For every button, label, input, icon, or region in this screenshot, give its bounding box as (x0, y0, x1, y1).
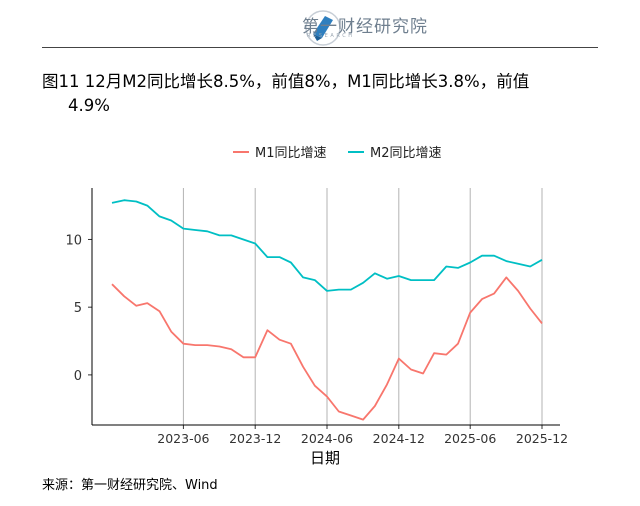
chart-gridlines (182, 188, 543, 425)
chart-legend: M1同比增速 M2同比增速 (233, 146, 442, 161)
x-tick-label: 2024-12 (373, 431, 425, 446)
x-tick-label: 2023-06 (157, 431, 209, 446)
header-rule (42, 47, 598, 48)
series-line-m2 (111, 199, 543, 292)
chart-tick-labels: 2023-06 2023-12 2024-06 2024-12 2025-06 2025-… (65, 233, 568, 446)
research-institute-logo-icon (305, 10, 341, 46)
source-note: 来源：第一财经研究院、Wind (42, 478, 218, 493)
chart-series (111, 199, 543, 421)
x-tick-label: 2024-06 (301, 431, 353, 446)
figure-title-line2: 4.9% (68, 96, 110, 115)
logo-text: 第一财经研究院 (302, 17, 428, 37)
x-tick-label: 2023-12 (229, 431, 281, 446)
figure-title-line1: 图11 12月M2同比增长8.5%，前值8%，M1同比增长3.8%，前值 (42, 72, 530, 91)
legend-label: M2同比增速 (370, 146, 442, 161)
x-axis-label: 日期 (310, 449, 340, 467)
report-header: 第一财经研究院 RESEARCH (0, 0, 640, 52)
y-tick-label: 10 (65, 233, 82, 248)
figure-title: 图11 12月M2同比增长8.5%，前值8%，M1同比增长3.8%，前值 4.9… (42, 70, 602, 118)
legend-label: M1同比增速 (255, 146, 327, 161)
y-tick-label: 5 (74, 301, 82, 316)
x-tick-label: 2025-12 (516, 431, 568, 446)
x-tick-label: 2025-06 (444, 431, 496, 446)
logo-subtext: RESEARCH (307, 33, 355, 39)
chart-axes (88, 188, 560, 429)
y-tick-label: 0 (74, 369, 82, 384)
series-line-m1 (111, 276, 543, 421)
